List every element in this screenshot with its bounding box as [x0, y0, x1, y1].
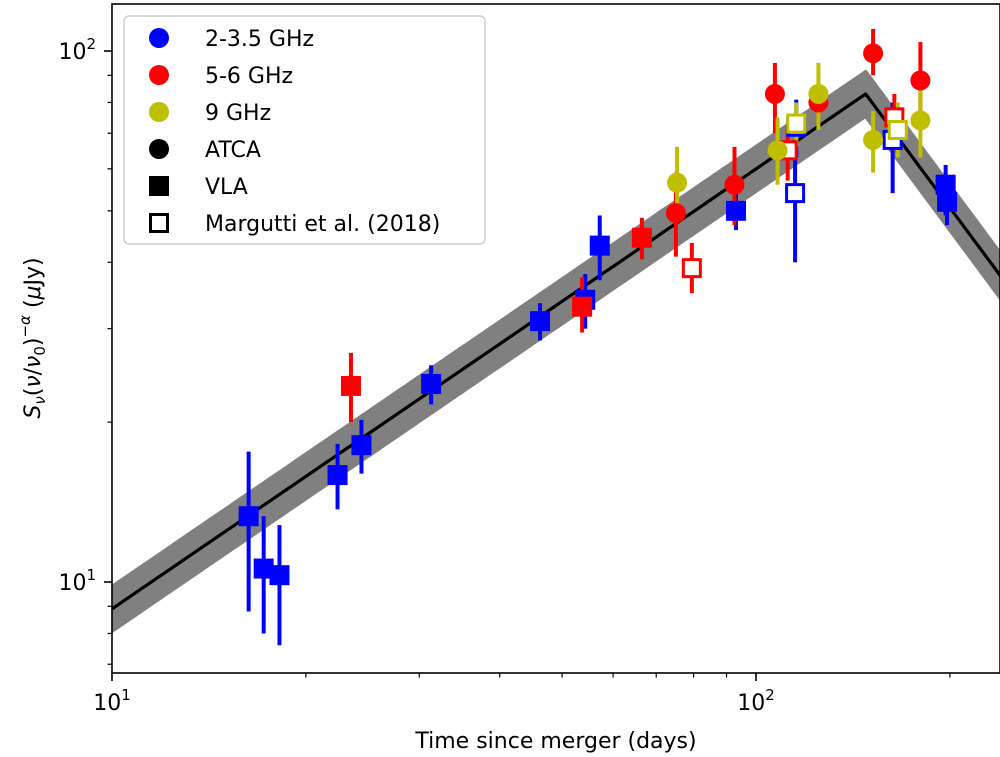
data-point-5-6-ghz [631, 227, 652, 248]
data-point-9-ghz [786, 113, 807, 134]
data-point-2-3-5-ghz [269, 565, 290, 586]
legend-label-vla: VLA [205, 175, 248, 200]
data-point-5-6-ghz [724, 174, 745, 195]
data-point-9-ghz [887, 119, 908, 140]
data-point-5-6-ghz [681, 258, 702, 279]
legend-marker-margutti-et-al-2018 [149, 213, 169, 233]
legend: 2-3.5 GHz 5-6 GHz 9 GHz ATCA VLA Margutti et … [123, 15, 486, 245]
legend-marker-vla [149, 176, 169, 196]
data-point-9-ghz [910, 110, 931, 131]
y-tick-label: 101 [58, 566, 96, 596]
data-point-2-3-5-ghz [726, 200, 747, 221]
y-tick-label: 102 [58, 35, 96, 65]
legend-label-2-3-5-ghz: 2-3.5 GHz [205, 27, 314, 52]
plot-frame [111, 3, 1000, 674]
legend-box [123, 15, 486, 245]
data-point-5-6-ghz [910, 70, 931, 91]
data-point-2-3-5-ghz [421, 373, 442, 394]
marker-layer [238, 43, 958, 586]
model-curve [112, 92, 1000, 611]
legend-marker-2-3-5-ghz [149, 28, 169, 48]
data-point-2-3-5-ghz [253, 558, 274, 579]
data-point-2-3-5-ghz [589, 235, 610, 256]
legend-label-9-ghz: 9 GHz [205, 101, 271, 126]
data-point-5-6-ghz [572, 296, 593, 317]
x-axis-label: Time since merger (days) [414, 729, 696, 753]
legend-label-margutti-et-al-2018: Margutti et al. (2018) [205, 212, 440, 237]
legend-label-atca: ATCA [205, 138, 261, 163]
x-tick-label: 101 [93, 686, 131, 716]
data-point-2-3-5-ghz [238, 506, 259, 527]
data-point-9-ghz [808, 83, 829, 104]
data-point-5-6-ghz [863, 43, 884, 64]
legend-label-5-6-ghz: 5-6 GHz [205, 64, 293, 89]
legend-marker-9-ghz [149, 102, 169, 122]
model-uncertainty-band [112, 70, 1000, 633]
data-point-9-ghz [667, 172, 688, 193]
data-point-5-6-ghz [340, 375, 361, 396]
data-point-9-ghz [767, 140, 788, 161]
legend-marker-atca [149, 139, 169, 159]
data-point-9-ghz [863, 129, 884, 150]
data-point-2-3-5-ghz [530, 311, 551, 332]
data-point-2-3-5-ghz [327, 465, 348, 486]
x-tick-label: 102 [737, 686, 775, 716]
tick-layer: 101 102 101 102 [58, 35, 951, 716]
data-point-5-6-ghz [764, 83, 785, 104]
data-point-2-3-5-ghz [937, 191, 958, 212]
legend-marker-5-6-ghz [149, 65, 169, 85]
data-point-2-3-5-ghz [351, 435, 372, 456]
model-layer [112, 70, 1000, 633]
data-point-5-6-ghz [665, 203, 686, 224]
data-point-2-3-5-ghz [785, 183, 806, 204]
y-axis-label: Sν(ν/ν0)−α (μJy) [16, 257, 49, 418]
data-point-2-3-5-ghz [935, 174, 956, 195]
